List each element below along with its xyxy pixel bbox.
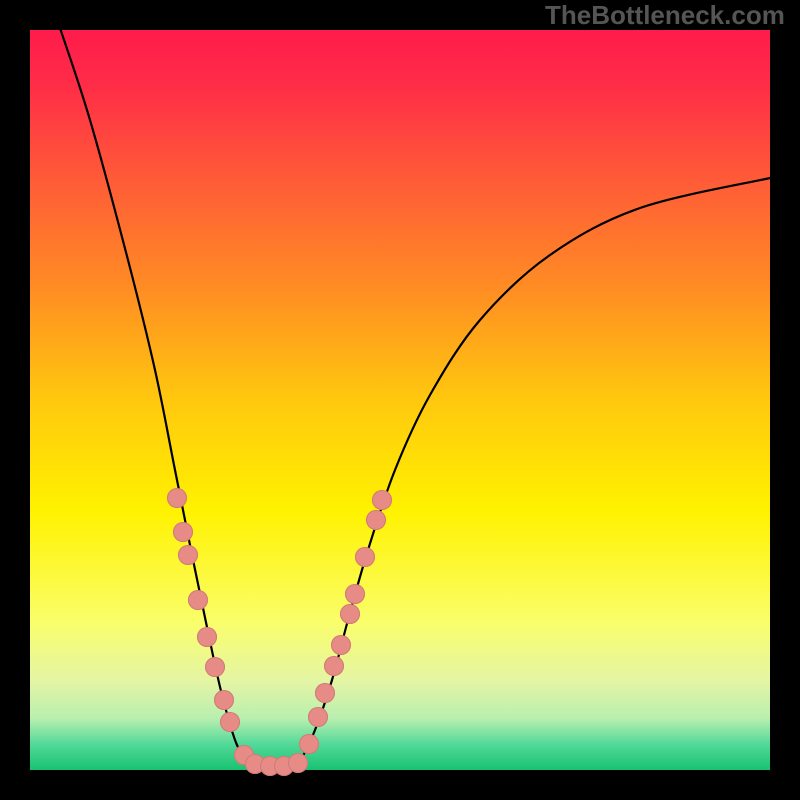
data-point (324, 656, 344, 676)
data-point (315, 683, 335, 703)
data-point (345, 584, 365, 604)
data-point (288, 753, 308, 773)
data-point (372, 490, 392, 510)
data-point (366, 510, 386, 530)
gradient-plot-area (30, 30, 770, 770)
data-point (214, 690, 234, 710)
data-point (308, 707, 328, 727)
data-point (197, 627, 217, 647)
data-point (299, 734, 319, 754)
watermark-text: TheBottleneck.com (545, 0, 785, 31)
data-point (205, 657, 225, 677)
data-point (220, 712, 240, 732)
data-point (188, 590, 208, 610)
data-point (178, 545, 198, 565)
data-point (167, 488, 187, 508)
data-point (355, 547, 375, 567)
data-point (340, 604, 360, 624)
data-point (173, 522, 193, 542)
data-point (331, 635, 351, 655)
